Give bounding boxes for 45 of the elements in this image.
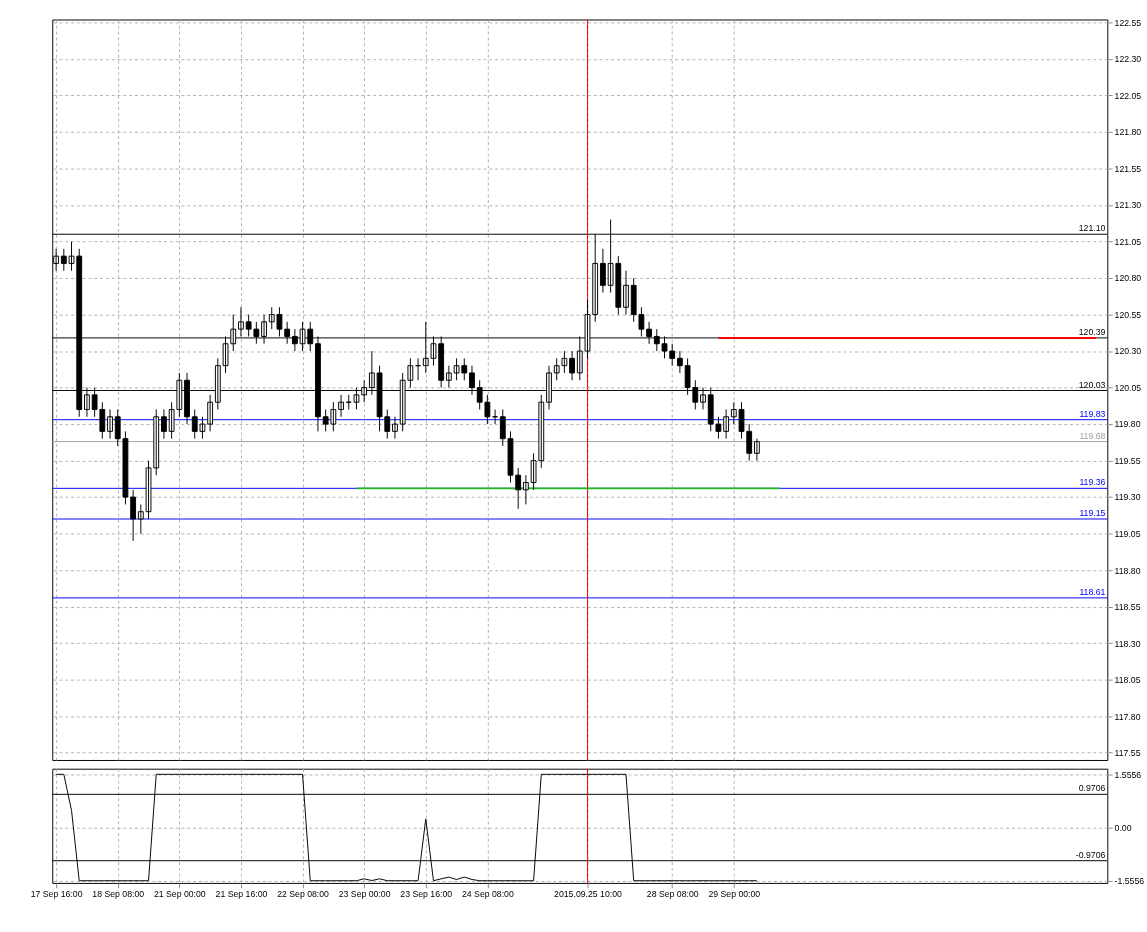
y-tick-label: 1.5556 xyxy=(1114,769,1142,780)
ref-line-label: 121.10 xyxy=(1078,223,1106,234)
ref-line-label: 0.9706 xyxy=(1078,783,1106,794)
y-tick-label: 120.80 xyxy=(1114,273,1142,284)
y-tick-label: 120.30 xyxy=(1114,346,1142,357)
x-tick-label: 18 Sep 08:00 xyxy=(92,888,145,899)
y-tick-label: 119.30 xyxy=(1114,492,1141,503)
x-tick-label: 24 Sep 08:00 xyxy=(461,888,514,899)
y-tick-label: 118.05 xyxy=(1114,675,1141,686)
y-tick-label: 0.00 xyxy=(1114,822,1132,833)
ref-line-label: -0.9706 xyxy=(1075,849,1106,860)
y-tick-label: 120.55 xyxy=(1114,309,1142,320)
y-tick-label: 122.55 xyxy=(1114,17,1142,28)
x-tick-label: 21 Sep 16:00 xyxy=(215,888,268,899)
x-tick-label: 28 Sep 08:00 xyxy=(646,888,699,899)
y-tick-label: 122.30 xyxy=(1114,54,1142,65)
ref-line-label: 119.36 xyxy=(1079,477,1106,488)
ref-line-label: 119.68 xyxy=(1079,430,1106,441)
y-tick-label: -1.5556 xyxy=(1114,876,1145,887)
y-tick-label: 120.05 xyxy=(1114,382,1142,393)
ref-line-label: 118.61 xyxy=(1079,586,1106,597)
x-tick-label: 17 Sep 16:00 xyxy=(30,888,83,899)
y-tick-label: 118.30 xyxy=(1114,638,1141,649)
y-tick-label: 121.80 xyxy=(1114,127,1142,138)
x-tick-label: 23 Sep 16:00 xyxy=(400,888,453,899)
y-tick-label: 121.05 xyxy=(1114,236,1142,247)
ref-line-label: 119.83 xyxy=(1079,408,1106,419)
x-tick-label: 22 Sep 08:00 xyxy=(277,888,330,899)
y-tick-label: 119.05 xyxy=(1114,529,1141,540)
ref-line-label: 120.39 xyxy=(1078,327,1106,338)
ref-line-label: 120.03 xyxy=(1078,379,1106,390)
x-tick-label: 23 Sep 00:00 xyxy=(338,888,391,899)
y-tick-label: 118.80 xyxy=(1114,565,1141,576)
y-tick-label: 118.55 xyxy=(1114,602,1141,613)
y-tick-label: 122.05 xyxy=(1114,90,1142,101)
x-tick-label: 21 Sep 00:00 xyxy=(153,888,206,899)
ref-line-label: 119.15 xyxy=(1079,508,1106,519)
x-tick-label: 2015.09.25 10:00 xyxy=(554,888,623,899)
y-tick-label: 119.55 xyxy=(1114,455,1141,466)
y-tick-label: 119.80 xyxy=(1114,419,1141,430)
y-tick-label: 117.80 xyxy=(1114,711,1141,722)
y-tick-label: 117.55 xyxy=(1114,748,1141,759)
y-tick-label: 121.55 xyxy=(1114,163,1142,174)
x-tick-label: 29 Sep 00:00 xyxy=(708,888,761,899)
y-tick-label: 121.30 xyxy=(1114,200,1142,211)
